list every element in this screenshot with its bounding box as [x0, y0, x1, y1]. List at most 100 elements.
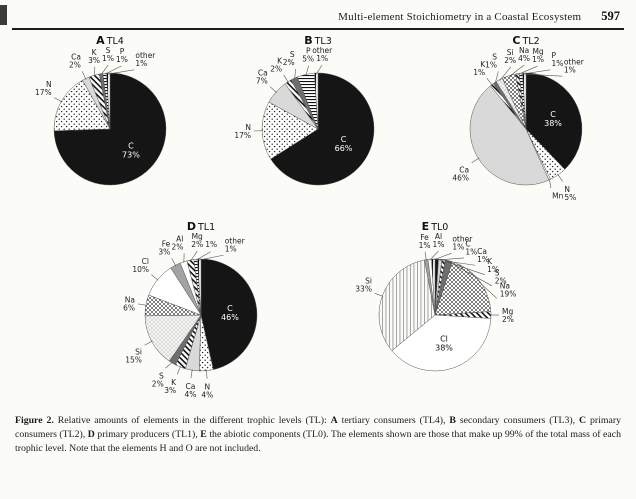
leader-line-P — [305, 65, 309, 76]
slice-label-P: P 1% — [116, 47, 128, 64]
running-head: Multi-element Stoichiometry in a Coastal… — [338, 11, 582, 23]
leader-line-Al — [429, 250, 439, 261]
leader-line-P — [104, 65, 122, 75]
caption-segment: tertiary consumers (TL4), — [337, 415, 450, 426]
leader-line-pct — [195, 251, 211, 261]
slice-label-K: K 1% — [473, 60, 486, 77]
slice-label-Fe: Fe 3% — [158, 239, 170, 256]
slice-label-C: C 73% — [122, 141, 140, 159]
slice-label-S: S 2% — [283, 50, 295, 67]
slice-label-Al: Al 1% — [433, 232, 445, 249]
chart-panel-letter: C — [512, 34, 521, 47]
slice-label-Ca: Ca 4% — [184, 382, 196, 399]
slice-label-N: N 17% — [35, 80, 52, 97]
charts-row-2: D TL1 C 46% N 4% Ca 4% K 3% S 2% Si 15% Na 6% Cl 10% Fe 3% A… — [0, 219, 636, 407]
pie-chart-B: B TL3 C 66% N 17% Ca 7% K 2% S 2% P 5% other 1% — [216, 33, 420, 221]
slice-label-Cl: Cl 38% — [435, 335, 453, 353]
pie-svg-E: Cl 38% Si 33% Fe 1%Al 1% other 1% C 1% Ca 1%K 1%S 2%Na… — [355, 232, 517, 372]
caption-segment: B — [449, 415, 456, 426]
pie-chart-E: E TL0 Cl 38% Si 33% Fe 1% Al 1% other 1% C 1% Ca 1% K 1% S… — [333, 219, 537, 407]
caption-segment: the abiotic components (TL0). The elemen… — [15, 428, 622, 454]
slice-label-K: K 3% — [164, 378, 177, 395]
figure-caption: Figure 2. Relative amounts of elements i… — [15, 414, 621, 456]
slice-label-Ca: Ca 2% — [69, 53, 81, 70]
leader-line-Si — [144, 340, 153, 346]
slice-label-other: other 1% — [452, 234, 473, 251]
pie-slice-Cl — [391, 314, 492, 372]
slice-label-Fe: Fe 1% — [419, 233, 431, 250]
slice-label-Ca: Ca 7% — [256, 69, 268, 86]
pie-svg-B: C 66% N 17% Ca 7%K 2%S 2% P 5%other 1% — [234, 46, 375, 186]
pie-slice-C — [200, 258, 258, 370]
slice-label-S: S 2% — [152, 372, 164, 389]
leader-line-K — [176, 365, 181, 375]
chart-panel-letter: B — [304, 34, 313, 47]
leader-line-C — [436, 257, 465, 261]
slice-label-Mg: Mg 1% — [532, 47, 544, 64]
chart-trophic-level: TL2 — [522, 36, 540, 47]
chart-trophic-level: TL1 — [198, 222, 216, 233]
slice-label-Mg: Mg 2% — [191, 232, 203, 249]
slice-label-C: C 38% — [544, 110, 562, 128]
leader-line-N — [557, 173, 563, 182]
caption-segment: secondary consumers (TL3), — [455, 415, 580, 426]
chart-title-C: C TL2 — [424, 34, 628, 47]
leader-line-other — [108, 69, 135, 75]
slice-label-P: P 5% — [302, 47, 314, 64]
pie-svg-D: C 46% N 4% Ca 4% K 3%S 2% Si 15% Na 6% Cl 10% Fe 3%Al 2% M… — [123, 232, 258, 400]
chart-panel-letter: E — [421, 220, 430, 233]
caption-segment: primary consumers (TL2), — [15, 415, 622, 440]
caption-segment: A — [330, 415, 338, 426]
leader-line-other — [316, 64, 323, 75]
slice-label-C: C 66% — [335, 135, 353, 153]
slice-label-N: N 5% — [564, 185, 576, 202]
leader-line-K — [486, 78, 493, 86]
leader-line-K — [283, 74, 289, 83]
slice-label-S: S 1% — [485, 53, 497, 70]
leader-line-N — [54, 97, 63, 103]
slice-label-Cl: Cl 10% — [132, 257, 149, 274]
slice-label-K: K 3% — [88, 48, 100, 65]
slice-label-Si: Si 2% — [504, 48, 516, 65]
slice-label-S: S 1% — [102, 46, 114, 63]
leader-line-other — [433, 252, 452, 261]
leader-line-Fe — [171, 257, 177, 267]
slice-label-Mn: Mn — [552, 192, 563, 201]
leader-line-Na — [508, 64, 525, 77]
slice-label-other: other 1% — [225, 236, 246, 253]
slice-label-other: other 1% — [135, 51, 156, 68]
slice-label-Si: Si 33% — [355, 276, 372, 293]
slice-label-C: C 1% — [465, 239, 477, 256]
pie-chart-D: D TL1 C 46% N 4% Ca 4% K 3% S 2% Si 15% Na 6% Cl 10% Fe 3% A… — [99, 219, 303, 407]
slice-label-Ca: Ca 46% — [452, 165, 469, 182]
leader-line-S — [100, 64, 109, 75]
slice-label-Si: Si 15% — [125, 348, 142, 365]
leader-line-Mg — [517, 65, 538, 75]
slice-label-S: S 2% — [495, 269, 507, 286]
chart-title-B: B TL3 — [216, 34, 420, 47]
caption-segment: Relative amounts of elements in the diff… — [53, 415, 331, 426]
caption-segment: Figure 2. — [15, 415, 54, 426]
pie-svg-C: C 38% N 5%Mn Ca 46% K 1%S 1% Si 2%Na 4%Mg 1% P 1% other… — [452, 46, 584, 202]
slice-label-P: P 1% — [552, 51, 564, 68]
slice-label-K: K 1% — [487, 257, 499, 274]
leader-line-Na — [478, 281, 498, 299]
chart-title-A: A TL4 — [8, 34, 212, 47]
slice-label-pct: 1% — [205, 240, 217, 249]
page-number: 597 — [601, 9, 620, 23]
leader-line-Mg — [190, 250, 198, 262]
header-rule — [12, 28, 624, 30]
caption-segment: E — [200, 428, 207, 440]
slice-label-N: N 4% — [201, 383, 213, 400]
pie-slice-Na — [434, 261, 492, 316]
page-header: Multi-element Stoichiometry in a Coastal… — [0, 0, 636, 28]
leader-line-Cl — [151, 274, 159, 281]
leader-line-S — [165, 361, 173, 369]
pie-svg-A: C 73% N 17% Ca 2% K 3%S 1%P 1% other 1% — [35, 46, 167, 186]
leader-line-Ca — [190, 369, 193, 379]
leader-line-Fe — [424, 251, 427, 261]
pie-slice-other — [522, 72, 527, 130]
slice-label-Na: Na 19% — [500, 282, 517, 299]
pie-slice-other — [431, 258, 436, 316]
leader-line-Si — [374, 293, 384, 297]
